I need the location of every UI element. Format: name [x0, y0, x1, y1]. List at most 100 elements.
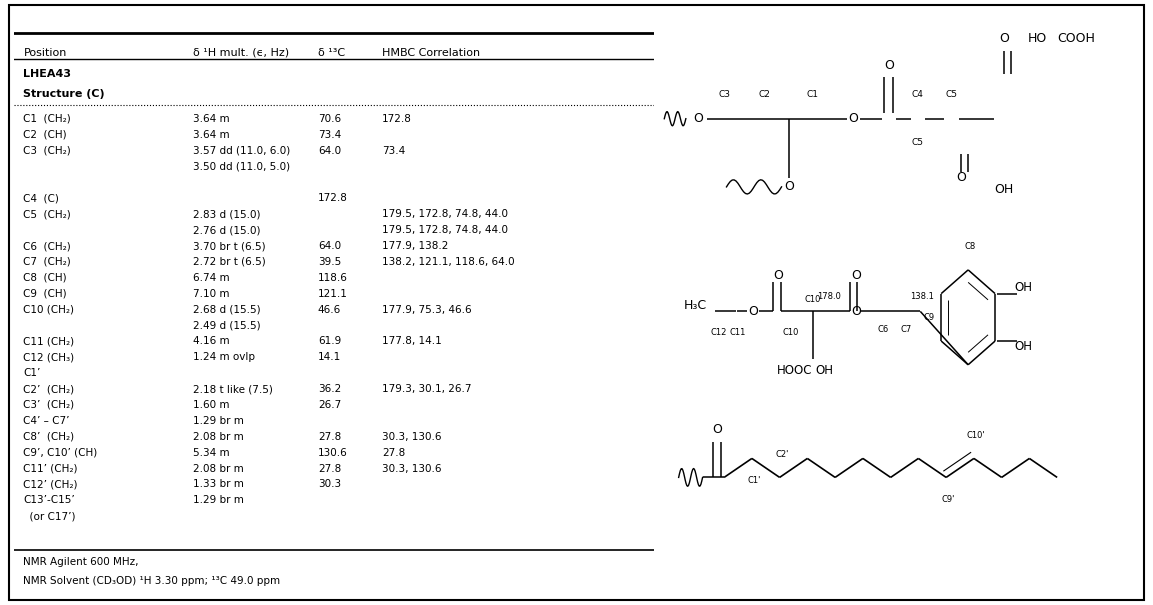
Text: C11’ (CH₂): C11’ (CH₂) [23, 463, 78, 474]
Text: O: O [851, 305, 860, 318]
Text: 3.57 dd (11.0, 6.0): 3.57 dd (11.0, 6.0) [193, 146, 291, 155]
Text: 138.2, 121.1, 118.6, 64.0: 138.2, 121.1, 118.6, 64.0 [382, 257, 514, 267]
Text: 64.0: 64.0 [318, 241, 341, 251]
Text: 27.8: 27.8 [318, 463, 341, 474]
Text: 121.1: 121.1 [318, 289, 348, 299]
Text: C9’, C10’ (CH): C9’, C10’ (CH) [23, 448, 98, 457]
Text: C5: C5 [912, 138, 924, 147]
Text: 39.5: 39.5 [318, 257, 341, 267]
Text: LHEA43: LHEA43 [23, 70, 71, 79]
Text: C9: C9 [924, 313, 935, 322]
Text: 177.8, 14.1: 177.8, 14.1 [382, 336, 442, 347]
Text: 73.4: 73.4 [318, 130, 341, 140]
Text: O: O [849, 112, 858, 125]
Text: C6: C6 [877, 325, 889, 334]
Text: 4.16 m: 4.16 m [193, 336, 229, 347]
Text: C2': C2' [775, 450, 789, 459]
Text: 3.64 m: 3.64 m [193, 130, 229, 140]
Text: 2.18 t like (7.5): 2.18 t like (7.5) [193, 384, 273, 394]
Text: O: O [713, 424, 722, 436]
Text: δ ¹H mult. (ϵ, Hz): δ ¹H mult. (ϵ, Hz) [193, 48, 289, 57]
Text: OH: OH [994, 183, 1013, 197]
Text: C7: C7 [900, 325, 912, 334]
Text: O: O [851, 269, 860, 283]
Text: 26.7: 26.7 [318, 400, 341, 410]
Text: OH: OH [815, 364, 834, 377]
Text: 3.64 m: 3.64 m [193, 114, 229, 124]
Text: 1.29 br m: 1.29 br m [193, 416, 244, 426]
Text: C8’  (CH₂): C8’ (CH₂) [23, 432, 75, 442]
Text: C1: C1 [807, 91, 819, 99]
Text: C8  (CH): C8 (CH) [23, 273, 67, 283]
Text: 2.49 d (15.5): 2.49 d (15.5) [193, 321, 261, 330]
Text: C3: C3 [718, 91, 730, 99]
Text: 130.6: 130.6 [318, 448, 347, 457]
Text: 1.33 br m: 1.33 br m [193, 479, 244, 489]
Text: 177.9, 138.2: 177.9, 138.2 [382, 241, 449, 251]
Text: 73.4: 73.4 [382, 146, 405, 155]
Text: O: O [748, 305, 758, 318]
Text: C2  (CH): C2 (CH) [23, 130, 67, 140]
Text: C3’  (CH₂): C3’ (CH₂) [23, 400, 75, 410]
Text: HO: HO [1028, 32, 1047, 45]
Text: C4  (C): C4 (C) [23, 194, 59, 203]
Text: 2.83 d (15.0): 2.83 d (15.0) [193, 209, 261, 219]
Text: 14.1: 14.1 [318, 352, 341, 362]
Text: C5  (CH₂): C5 (CH₂) [23, 209, 71, 219]
Text: O: O [693, 112, 702, 125]
Text: 2.76 d (15.0): 2.76 d (15.0) [193, 225, 261, 235]
Text: C12’ (CH₂): C12’ (CH₂) [23, 479, 78, 489]
Text: O: O [1000, 32, 1009, 45]
Text: COOH: COOH [1057, 32, 1094, 45]
Text: C10: C10 [805, 295, 821, 304]
Text: 6.74 m: 6.74 m [193, 273, 229, 283]
Text: C4’ – C7’: C4’ – C7’ [23, 416, 70, 426]
Text: 138.1: 138.1 [910, 292, 934, 301]
Text: Position: Position [23, 48, 67, 57]
Text: C6  (CH₂): C6 (CH₂) [23, 241, 71, 251]
Text: 2.68 d (15.5): 2.68 d (15.5) [193, 305, 261, 315]
Text: HMBC Correlation: HMBC Correlation [382, 48, 480, 57]
Text: C10: C10 [783, 328, 799, 336]
Text: 3.50 dd (11.0, 5.0): 3.50 dd (11.0, 5.0) [193, 162, 291, 172]
Text: C9': C9' [942, 495, 955, 505]
Text: C2: C2 [759, 91, 770, 99]
Text: C13’-C15’: C13’-C15’ [23, 495, 75, 505]
Text: C12: C12 [710, 328, 728, 336]
Text: 64.0: 64.0 [318, 146, 341, 155]
Text: C3  (CH₂): C3 (CH₂) [23, 146, 71, 155]
Text: 2.08 br m: 2.08 br m [193, 432, 243, 442]
Text: C1’: C1’ [23, 368, 40, 378]
Text: C9  (CH): C9 (CH) [23, 289, 67, 299]
Text: 1.60 m: 1.60 m [193, 400, 229, 410]
Text: C1': C1' [747, 477, 761, 485]
Text: OH: OH [1015, 341, 1033, 353]
Text: 179.5, 172.8, 74.8, 44.0: 179.5, 172.8, 74.8, 44.0 [382, 209, 507, 219]
Text: 7.10 m: 7.10 m [193, 289, 229, 299]
Text: 46.6: 46.6 [318, 305, 341, 315]
Text: NMR Agilent 600 MHz,: NMR Agilent 600 MHz, [23, 557, 138, 567]
Text: C5: C5 [945, 91, 957, 99]
Text: 179.3, 30.1, 26.7: 179.3, 30.1, 26.7 [382, 384, 472, 394]
Text: C12 (CH₃): C12 (CH₃) [23, 352, 75, 362]
Text: 27.8: 27.8 [318, 432, 341, 442]
Text: C10 (CH₂): C10 (CH₂) [23, 305, 75, 315]
Text: 118.6: 118.6 [318, 273, 348, 283]
Text: C7  (CH₂): C7 (CH₂) [23, 257, 71, 267]
Text: O: O [773, 269, 783, 283]
Text: 179.5, 172.8, 74.8, 44.0: 179.5, 172.8, 74.8, 44.0 [382, 225, 507, 235]
Text: 30.3: 30.3 [318, 479, 341, 489]
Text: C2’  (CH₂): C2’ (CH₂) [23, 384, 75, 394]
Text: 178.0: 178.0 [817, 292, 842, 301]
Text: O: O [884, 59, 894, 72]
Text: 5.34 m: 5.34 m [193, 448, 229, 457]
Text: C11: C11 [730, 328, 746, 336]
Text: 61.9: 61.9 [318, 336, 341, 347]
Text: HOOC: HOOC [777, 364, 812, 377]
Text: 30.3, 130.6: 30.3, 130.6 [382, 432, 442, 442]
Text: O: O [784, 180, 793, 194]
Text: 1.29 br m: 1.29 br m [193, 495, 244, 505]
Text: 172.8: 172.8 [318, 194, 348, 203]
Text: C4: C4 [912, 91, 924, 99]
Text: 172.8: 172.8 [382, 114, 412, 124]
